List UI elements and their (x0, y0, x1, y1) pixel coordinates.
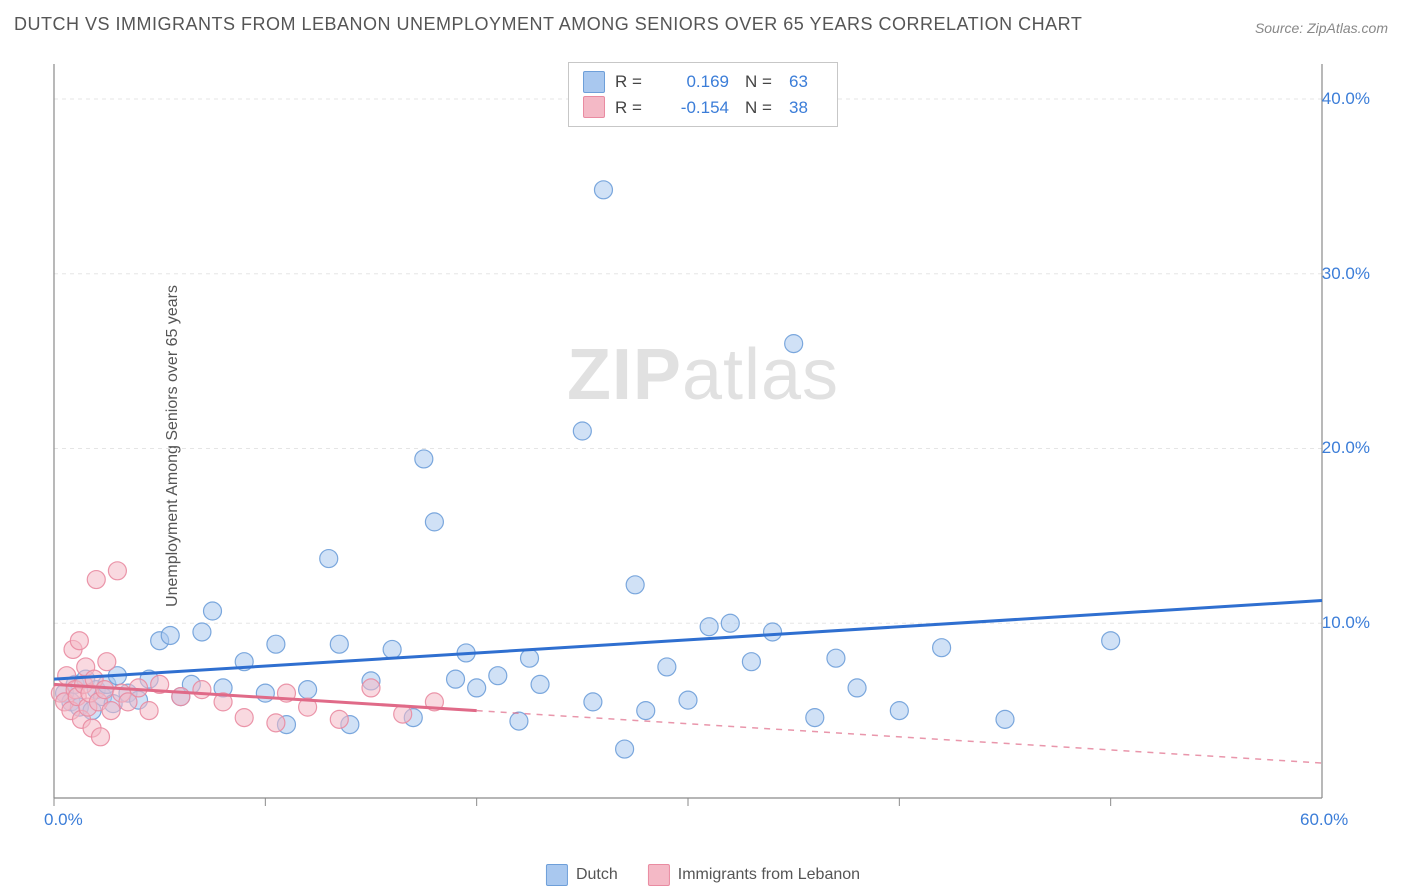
legend-item-series-1: Dutch (546, 864, 618, 886)
plot-svg (50, 60, 1370, 830)
r-value-series-1: 0.169 (659, 69, 729, 95)
x-min-label: 0.0% (44, 810, 83, 830)
n-value-series-2: 38 (789, 95, 823, 121)
series-legend: Dutch Immigrants from Lebanon (546, 864, 860, 886)
swatch-series-1 (583, 71, 605, 93)
plot-area (50, 60, 1370, 830)
chart-container: DUTCH VS IMMIGRANTS FROM LEBANON UNEMPLO… (0, 0, 1406, 892)
n-label: N = (745, 95, 779, 121)
swatch-series-1 (546, 864, 568, 886)
y-tick-label: 10.0% (1310, 613, 1370, 633)
legend-item-series-2: Immigrants from Lebanon (648, 864, 860, 886)
source-label: Source: ZipAtlas.com (1255, 20, 1388, 36)
stats-row-series-1: R = 0.169 N = 63 (583, 69, 823, 95)
y-tick-label: 30.0% (1310, 264, 1370, 284)
swatch-series-2 (583, 96, 605, 118)
y-tick-label: 40.0% (1310, 89, 1370, 109)
r-value-series-2: -0.154 (659, 95, 729, 121)
legend-label-series-2: Immigrants from Lebanon (678, 866, 860, 884)
swatch-series-2 (648, 864, 670, 886)
x-max-label: 60.0% (1300, 810, 1348, 830)
n-label: N = (745, 69, 779, 95)
legend-label-series-1: Dutch (576, 866, 618, 884)
r-label: R = (615, 69, 649, 95)
stats-legend: R = 0.169 N = 63 R = -0.154 N = 38 (568, 62, 838, 127)
y-tick-label: 20.0% (1310, 438, 1370, 458)
r-label: R = (615, 95, 649, 121)
chart-title: DUTCH VS IMMIGRANTS FROM LEBANON UNEMPLO… (14, 14, 1082, 35)
stats-row-series-2: R = -0.154 N = 38 (583, 95, 823, 121)
n-value-series-1: 63 (789, 69, 823, 95)
